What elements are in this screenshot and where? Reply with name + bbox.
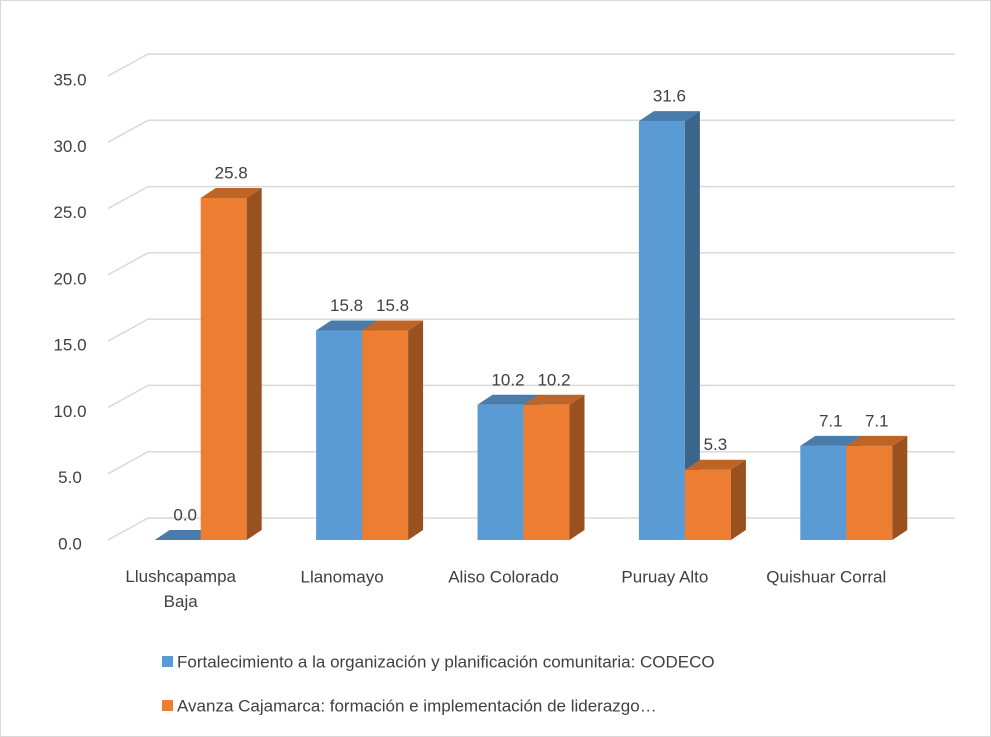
data-label: 15.8 — [376, 296, 409, 315]
bar — [154, 530, 216, 540]
y-tick-label: 10.0 — [53, 402, 86, 421]
bar-side — [892, 435, 908, 540]
bar-top — [638, 111, 700, 122]
data-label: 5.3 — [704, 435, 728, 454]
bar — [523, 394, 585, 540]
bar-top — [154, 530, 216, 540]
y-tick-label: 5.0 — [58, 468, 82, 487]
x-tick-label: Puruay Alto — [621, 567, 708, 586]
bar-side — [246, 187, 262, 541]
data-label: 0.0 — [173, 505, 197, 524]
x-tick-label: Llushcapampa Baja — [125, 567, 236, 611]
bar-top — [362, 320, 424, 331]
data-label: 25.8 — [215, 163, 248, 182]
grid-line — [107, 53, 955, 77]
bar-front — [684, 469, 731, 540]
data-label: 31.6 — [653, 87, 686, 106]
bar-front — [362, 330, 409, 540]
bar-front — [477, 404, 524, 540]
bar — [846, 435, 908, 540]
bar — [200, 187, 262, 541]
bar — [638, 111, 700, 541]
data-label: 15.8 — [330, 296, 363, 315]
y-tick-label: 35.0 — [53, 70, 86, 89]
legend-swatch — [162, 700, 173, 711]
bar-front — [200, 197, 247, 541]
bar-front — [638, 121, 685, 541]
bar-front — [316, 330, 363, 540]
bar-front — [800, 445, 847, 540]
bar-side — [730, 459, 746, 540]
bar-top — [477, 394, 539, 405]
x-tick-label: Quishuar Corral — [766, 567, 886, 586]
x-tick-label: Llanomayo — [301, 567, 384, 586]
bar — [362, 320, 424, 540]
x-tick-label: Aliso Colorado — [448, 567, 559, 586]
bar-top — [316, 320, 378, 331]
legend-label: Fortalecimiento a la organización y plan… — [177, 652, 715, 671]
y-tick-label: 20.0 — [53, 269, 86, 288]
bar-top — [684, 459, 746, 470]
bar-top — [846, 435, 908, 446]
data-label: 7.1 — [865, 411, 889, 430]
data-label: 7.1 — [819, 411, 843, 430]
y-tick-label: 15.0 — [53, 336, 86, 355]
y-tick-label: 25.0 — [53, 203, 86, 222]
bar-top — [800, 435, 862, 446]
bar-front — [846, 445, 893, 540]
legend-swatch — [162, 656, 173, 667]
y-tick-label: 30.0 — [53, 137, 86, 156]
bar-top — [523, 394, 585, 405]
bar-side — [408, 320, 424, 540]
bar-side — [684, 111, 700, 541]
data-label: 10.2 — [491, 370, 524, 389]
legend-label: Avanza Cajamarca: formación e implementa… — [177, 696, 657, 715]
bar-front — [523, 404, 570, 540]
bar-side — [569, 394, 585, 540]
bar — [684, 459, 746, 540]
y-tick-label: 0.0 — [58, 534, 82, 553]
data-label: 10.2 — [537, 370, 570, 389]
bar-top — [200, 187, 262, 198]
